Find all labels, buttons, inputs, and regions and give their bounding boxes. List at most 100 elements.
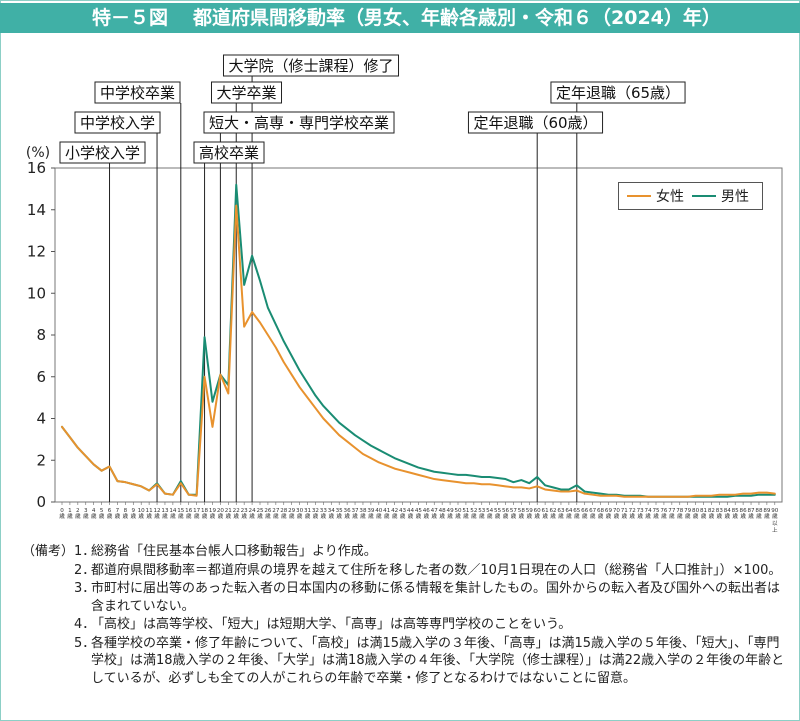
note-item: 3． 市町村に届出等のあった転入者の日本国内の移動に係る情報を集計したもの。国外… [74, 580, 792, 615]
x-tick-label: 36 歳 [344, 508, 352, 520]
x-tick-label: 48 歳 [439, 508, 447, 520]
legend-label-female: 女性 [656, 189, 684, 205]
note-text: 都道府県間移動率＝都道府県の境界を越えて住所を移した者の数／10月1日現在の人口… [91, 562, 782, 578]
x-tick-label: 79 歳 [684, 508, 692, 520]
x-tick-label: 19 歳 [209, 508, 217, 520]
x-tick-label: 80 歳 [692, 508, 700, 520]
annotation-box [210, 81, 283, 104]
annotation-label: 中学校卒業 [94, 81, 181, 104]
note-number: 5． [74, 635, 96, 651]
legend-item-male: 男性 [692, 186, 749, 206]
x-tick-label: 35 歳 [336, 508, 344, 520]
x-tick-label: 76 歳 [660, 508, 668, 520]
x-tick-label: 45 歳 [415, 508, 423, 520]
x-tick-label: 32 歳 [312, 508, 319, 520]
y-axis-unit-label: (%) [26, 145, 50, 161]
note-item: 1． 総務省「住民基本台帳人口移動報告」より作成。 [74, 543, 792, 561]
legend-swatch-male [692, 194, 716, 198]
note-number: 3． [74, 581, 96, 596]
x-tick-label: 69 歳 [605, 508, 613, 520]
x-tick-label: 51 歳 [462, 508, 470, 520]
y-tick-label: 6 [36, 368, 46, 386]
x-tick-label: 90 歳以上 [771, 508, 779, 534]
annotation-label: 大学院（修士課程）修了 [222, 54, 400, 77]
x-tick-label: 34 歳 [328, 508, 336, 520]
x-tick-label: 24 歳 [249, 508, 257, 520]
x-tick-label: 53 歳 [478, 508, 486, 520]
x-tick-label: 20 歳 [217, 508, 225, 520]
annotation-label: 大学卒業 [210, 81, 283, 104]
legend-label-male: 男性 [721, 189, 749, 205]
x-tick-label: 83 歳 [716, 508, 724, 520]
x-tick-label: 39 歳 [367, 508, 375, 520]
x-tick-label: 72 歳 [629, 508, 636, 520]
x-tick-label: 11 歳 [146, 508, 154, 520]
y-tick-label: 10 [27, 284, 46, 302]
note-text: 「高校」は高等学校、「短大」は短期大学、「高専」は高等専門学校のことをいう。 [91, 617, 572, 632]
notes-label: （備考） [22, 544, 75, 559]
x-tick-label: 56 歳 [502, 508, 510, 520]
x-tick-label: 61 歳 [542, 508, 550, 520]
x-tick-label: 27 歳 [272, 508, 280, 520]
x-tick-label: 40 歳 [375, 508, 383, 520]
annotation-box [550, 81, 686, 104]
x-tick-label: 14 歳 [169, 508, 177, 520]
annotation-text: 大学卒業 [216, 84, 276, 102]
line-chart: (%) 0 2 4 6 8 10 12 14 16 0 歳1 歳2 歳3 歳4 歳5 歳6 歳7 歳8 歳9 歳10… [26, 54, 783, 534]
x-tick-label: 26 歳 [264, 508, 272, 520]
title-bar: 特－５図 都道府県間移動率（男女、年齢各歳別・令和６（2024）年） [0, 3, 800, 33]
x-tick-label: 46 歳 [423, 508, 431, 520]
x-tick-label: 22 歳 [233, 508, 240, 520]
x-tick-label: 65 歳 [573, 508, 581, 520]
notes-section: （備考） 1． 総務省「住民基本台帳人口移動報告」より作成。 2． 都道府県間移… [22, 543, 792, 688]
note-text: 総務省「住民基本台帳人口移動報告」より作成。 [91, 544, 377, 559]
x-tick-label: 16 歳 [185, 508, 193, 520]
x-tick-label: 68 歳 [597, 508, 605, 520]
x-tick-label: 75 歳 [652, 508, 660, 520]
series-lines [61, 183, 776, 498]
note-number: 2． [74, 562, 96, 578]
x-tick-label: 59 歳 [526, 508, 534, 520]
x-tick-label: 33 歳 [320, 508, 328, 520]
series-line-female [61, 204, 776, 498]
x-tick-label: 55 歳 [494, 508, 502, 520]
x-tick-label: 71 歳 [621, 508, 629, 520]
x-tick-label: 82 歳 [708, 508, 715, 520]
x-tick-label: 38 歳 [359, 508, 367, 520]
x-tick-label: 49 歳 [447, 508, 455, 520]
x-tick-label: 60 歳 [534, 508, 542, 520]
y-tick-label: 0 [36, 493, 46, 511]
x-tick-label: 23 歳 [241, 508, 249, 520]
x-tick-label: 88 歳 [755, 508, 763, 520]
note-text: 市町村に届出等のあった転入者の日本国内の移動に係る情報を集計したもの。国外からの… [91, 581, 781, 614]
x-tick-label: 43 歳 [399, 508, 407, 520]
x-tick-label: 50 歳 [454, 508, 462, 520]
x-tick-label: 84 歳 [724, 508, 732, 520]
x-tick-label: 66 歳 [581, 508, 589, 520]
plot-area-frame [54, 167, 783, 503]
x-tick-label: 54 歳 [486, 508, 494, 520]
x-tick-label: 17 歳 [193, 508, 201, 520]
x-tick-label: 77 歳 [668, 508, 676, 520]
figure-number: 特－５図 [92, 7, 169, 29]
note-item: 2． 都道府県間移動率＝都道府県の境界を越えて住所を移した者の数／10月1日現在… [74, 562, 792, 580]
annotation-box [467, 111, 604, 134]
legend-item-female: 女性 [627, 186, 684, 206]
chart-legend: 女性 男性 [618, 182, 763, 210]
notes-list: 1． 総務省「住民基本台帳人口移動報告」より作成。 2． 都道府県間移動率＝都道… [74, 543, 792, 688]
x-tick-label: 67 歳 [589, 508, 597, 520]
x-tick-label: 89 歳 [763, 508, 771, 520]
note-item: 4． 「高校」は高等学校、「短大」は短期大学、「高専」は高等専門学校のことをいう… [74, 616, 792, 634]
note-number: 1． [74, 544, 96, 559]
x-tick-label: 81 歳 [700, 508, 708, 520]
annotation-box [222, 54, 400, 77]
x-tick-label: 10 歳 [138, 508, 146, 520]
x-tick-label: 29 歳 [288, 508, 296, 520]
annotation-box [94, 81, 181, 104]
x-tick-label: 63 歳 [557, 508, 565, 520]
